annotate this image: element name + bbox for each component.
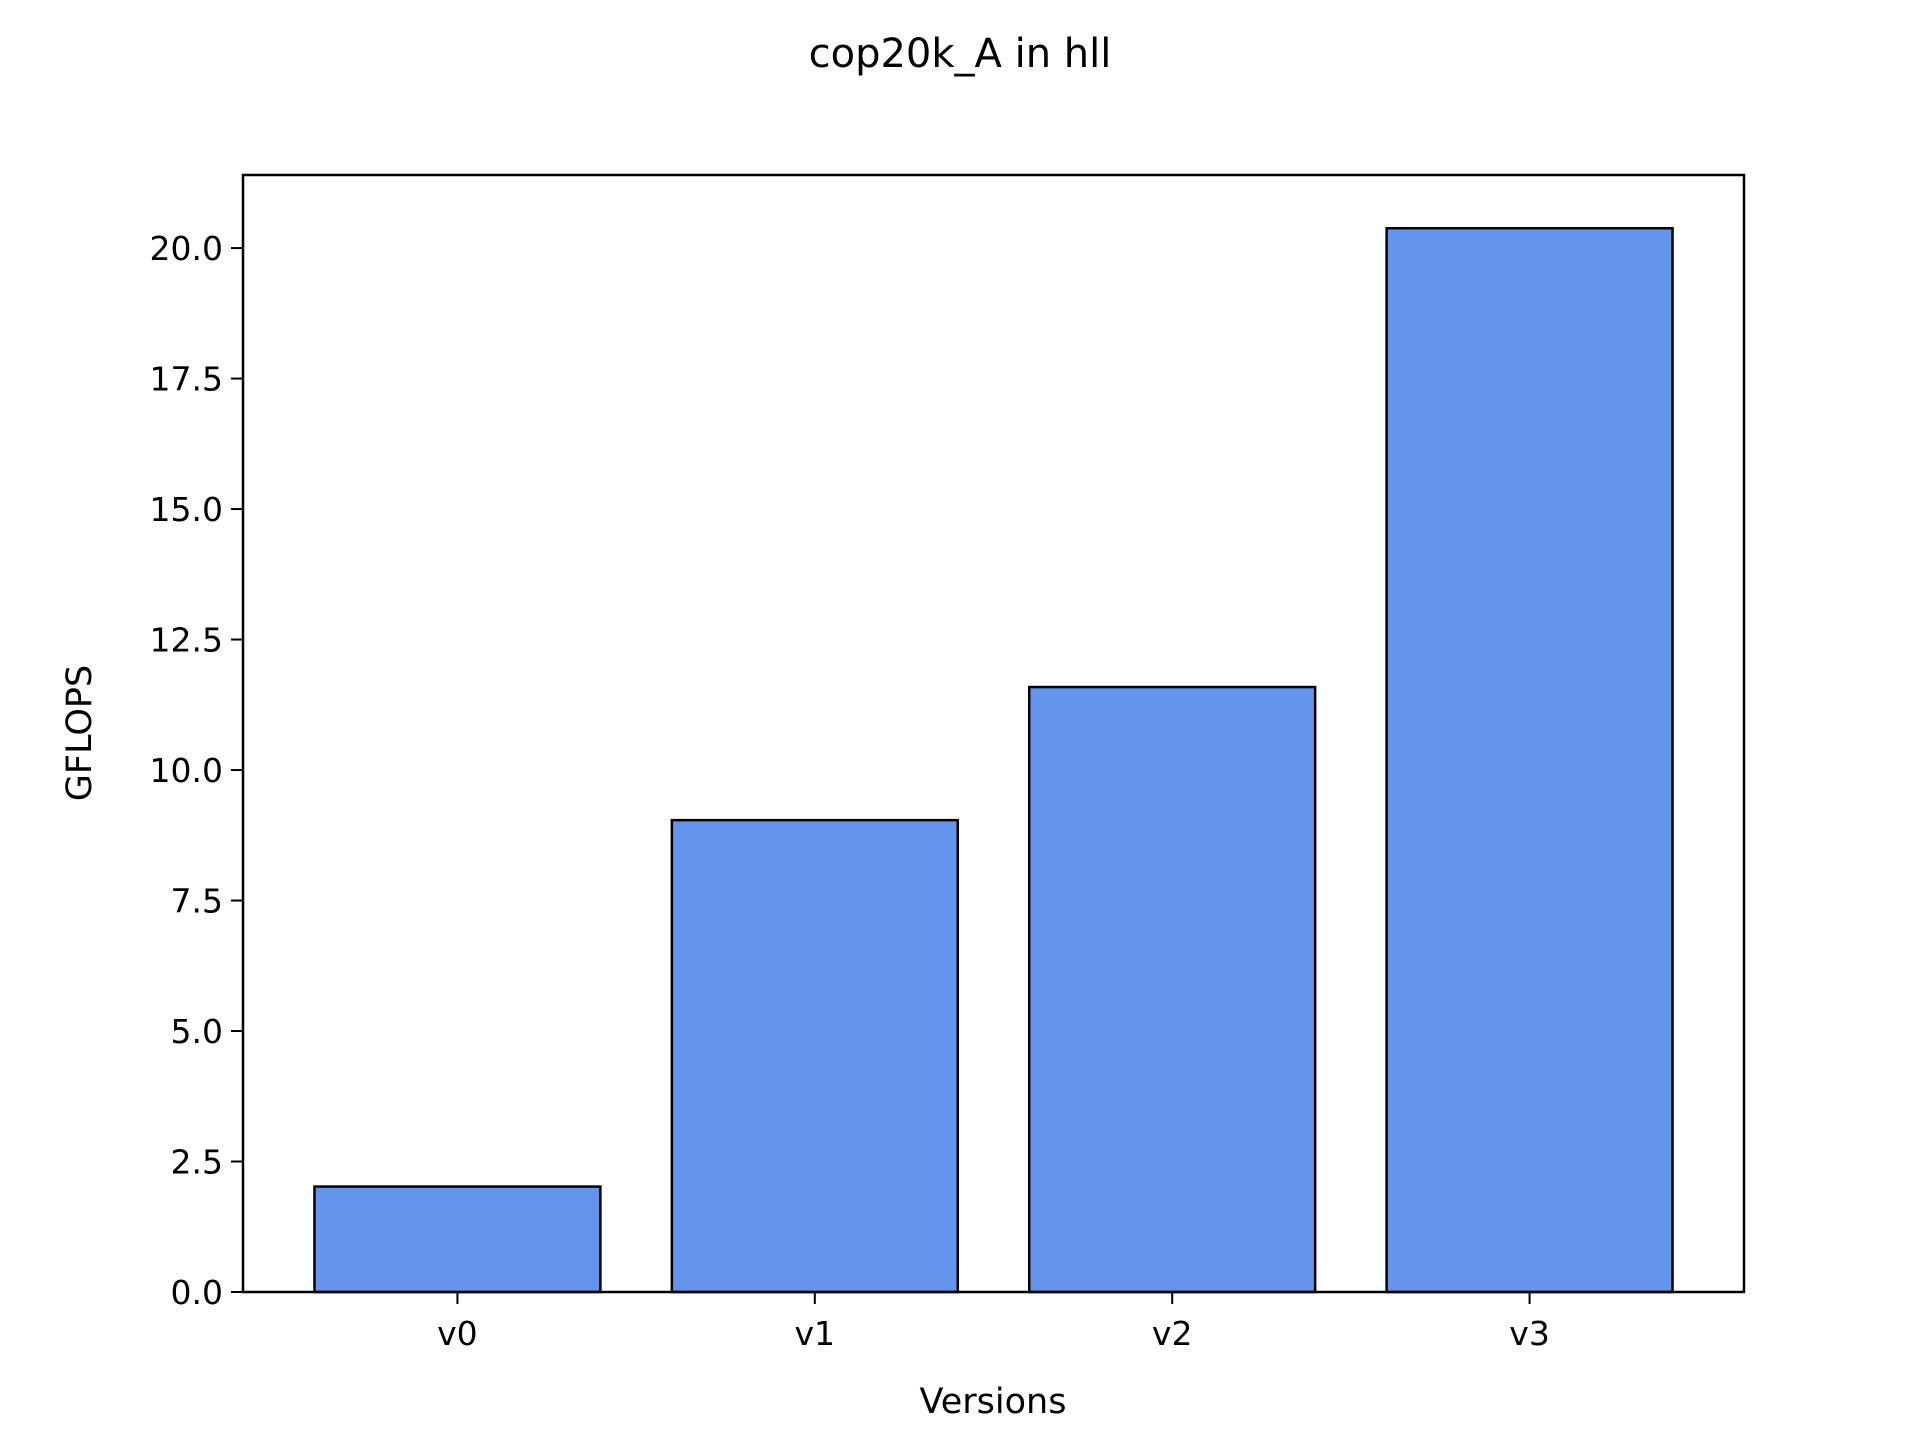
y-axis-label: GFLOPS [60, 665, 100, 801]
y-tick-label: 17.5 [150, 360, 223, 399]
plot-frame [241, 173, 1746, 1294]
y-tick-label: 12.5 [150, 621, 223, 660]
y-tick-label: 0.0 [171, 1273, 223, 1312]
x-axis-label: Versions [920, 1382, 1067, 1422]
bar-v0 [313, 1185, 602, 1294]
y-tick-label: 5.0 [171, 1012, 223, 1051]
y-tick-label: 2.5 [171, 1143, 223, 1182]
bars-layer [313, 226, 1674, 1294]
bar-v1 [670, 818, 960, 1294]
y-tick-label: 7.5 [171, 882, 223, 921]
x-tick-label: v3 [1509, 1314, 1550, 1353]
chart-title: cop20k_A in hll [809, 31, 1112, 77]
y-axis-ticks: 0.0 2.5 5.0 7.5 10.0 12.5 15.0 17.5 20.0 [150, 229, 243, 1312]
bar-v2 [1027, 685, 1317, 1294]
y-tick-label: 20.0 [150, 229, 223, 268]
x-tick-label: v1 [795, 1314, 836, 1353]
bar-v3 [1385, 226, 1674, 1294]
y-tick-label: 15.0 [150, 490, 223, 529]
x-axis-ticks: v0 v1 v2 v3 [437, 1292, 1550, 1353]
x-tick-label: v2 [1152, 1314, 1193, 1353]
y-tick-label: 10.0 [150, 751, 223, 790]
x-tick-label: v0 [437, 1314, 478, 1353]
